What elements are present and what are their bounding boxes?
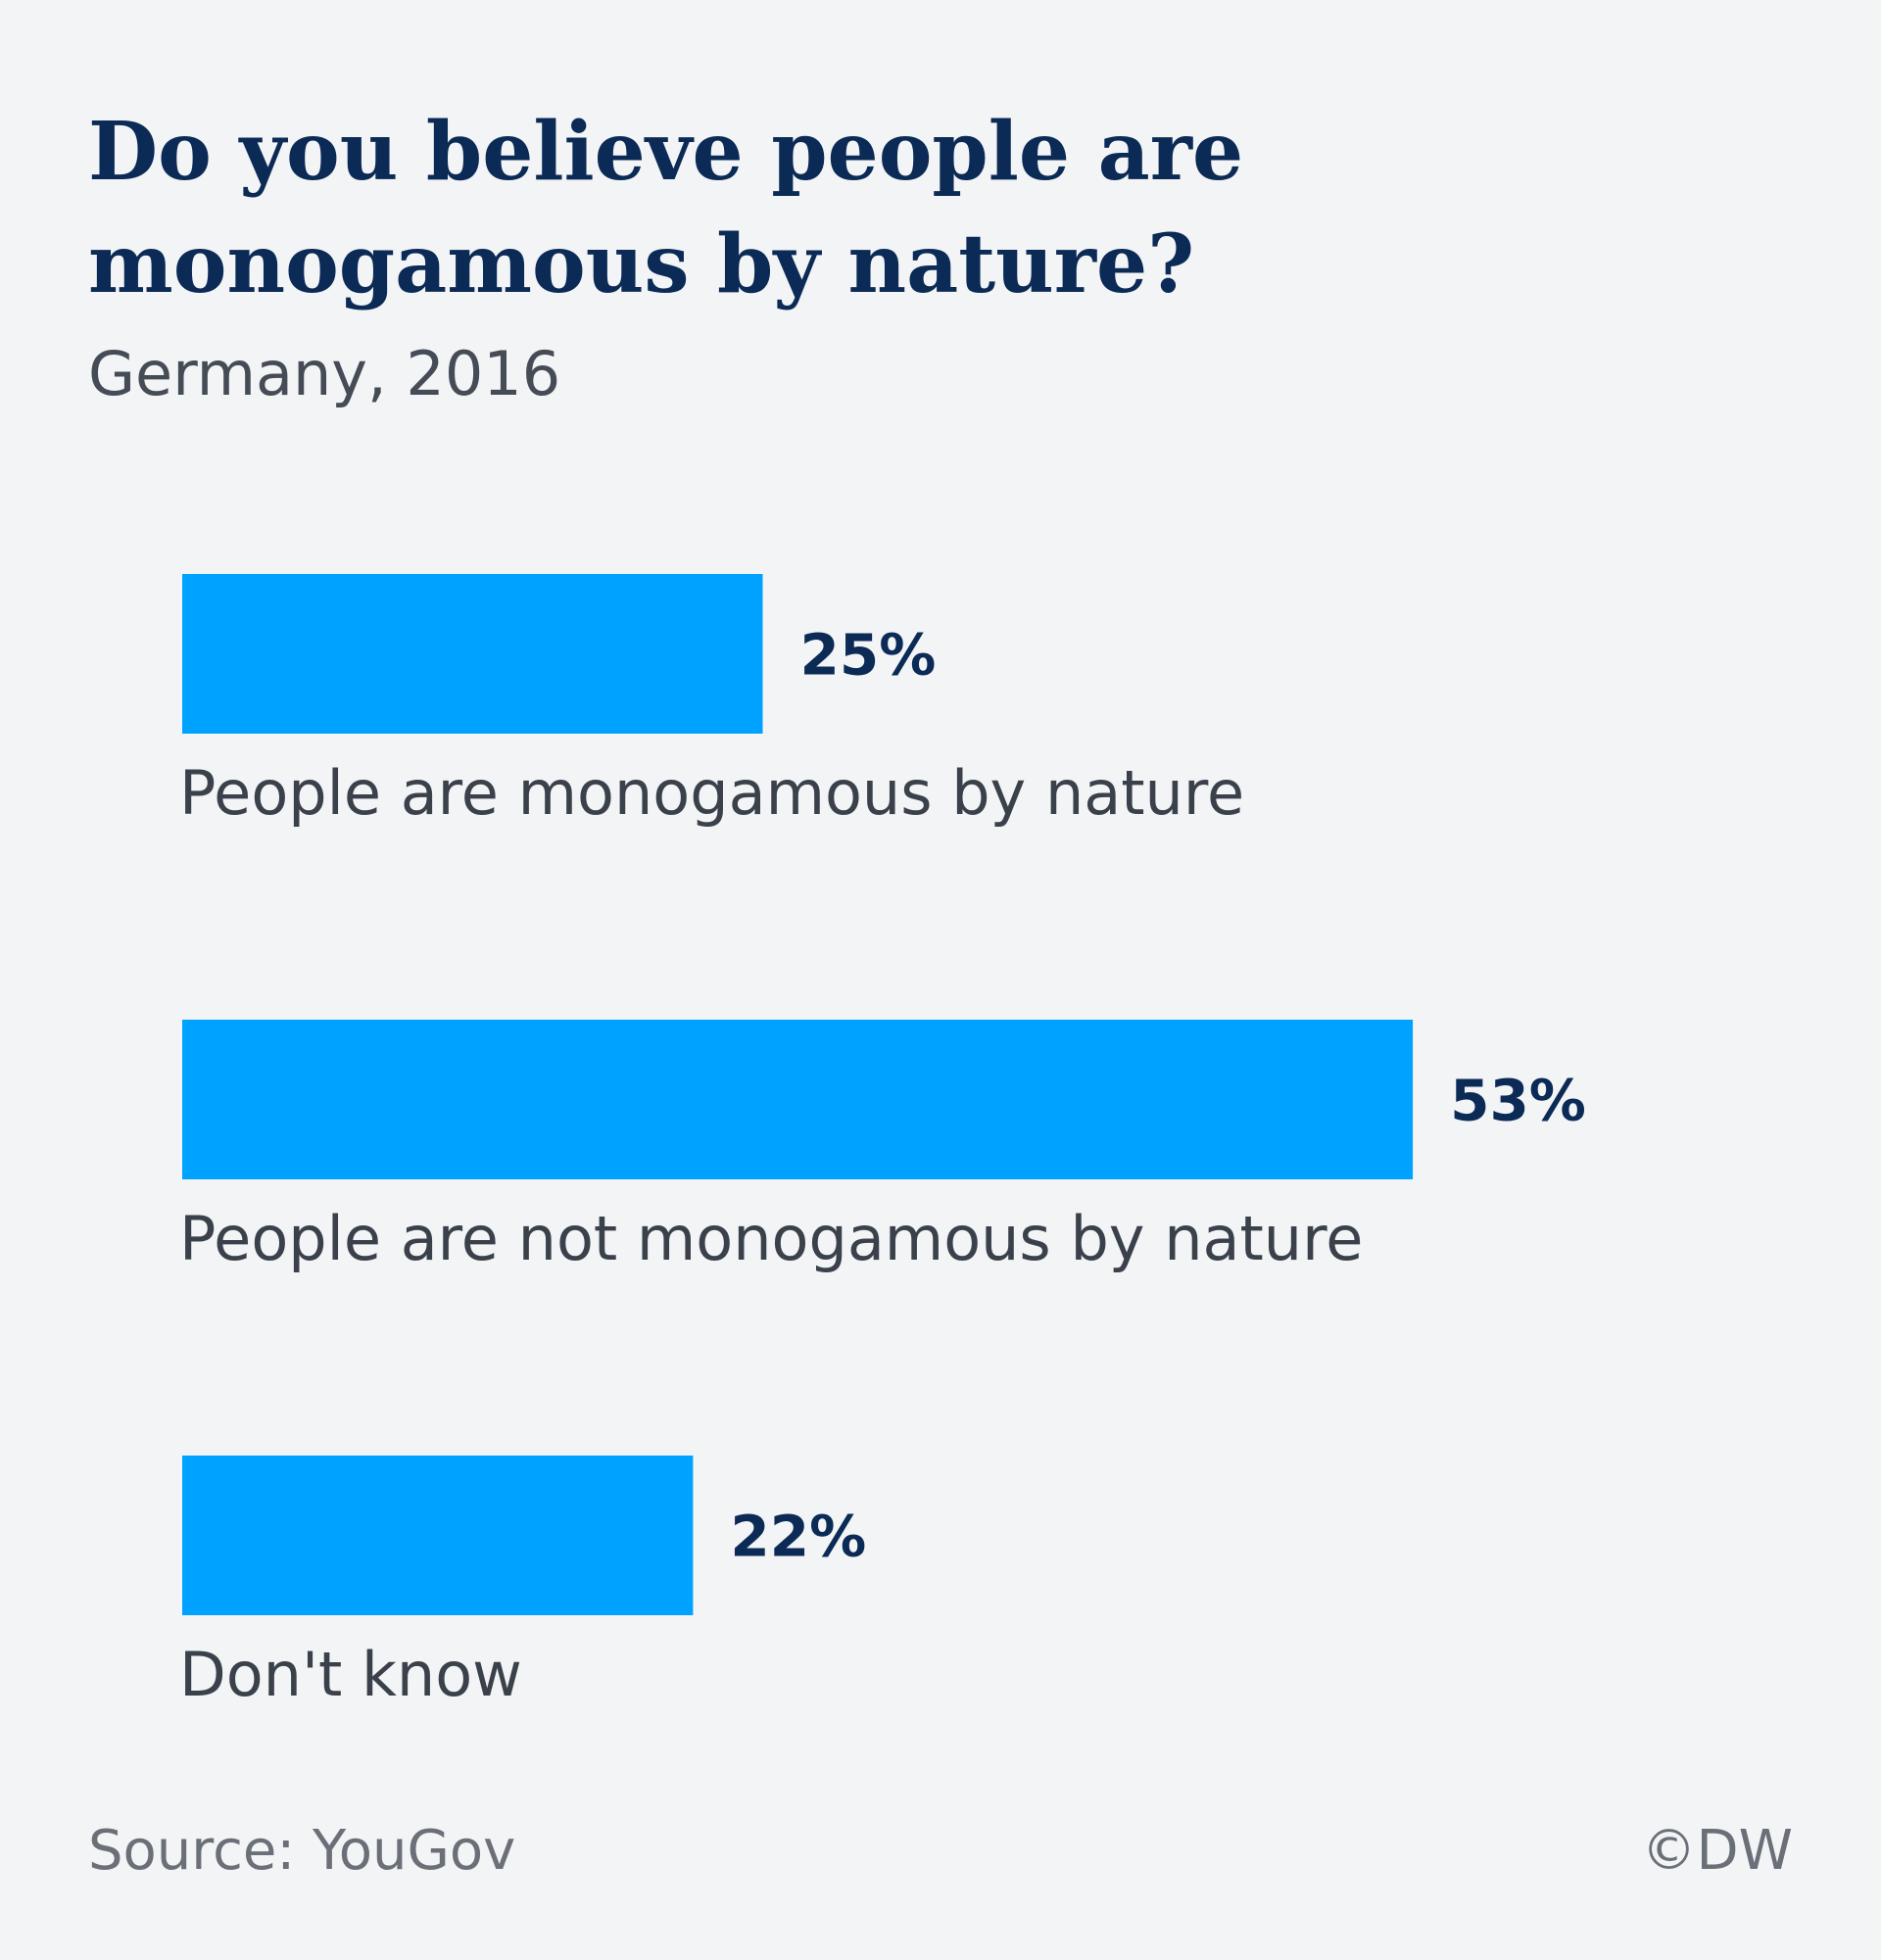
chart-subtitle: Germany, 2016 [88, 338, 561, 409]
copyright-note: ©DW [1641, 1819, 1794, 1883]
chart-title: Do you believe people are monogamous by … [88, 105, 1244, 311]
source-note: Source: YouGov [88, 1819, 516, 1883]
value-label-3: 22% [730, 1504, 866, 1570]
bar-1 [182, 574, 763, 734]
bar-2 [182, 1020, 1414, 1179]
bars-layer: 25% People are monogamous by nature 53% Peo… [179, 574, 1586, 1710]
value-label-1: 25% [800, 622, 937, 689]
category-label-1: People are monogamous by nature [179, 757, 1244, 829]
bar-3 [182, 1456, 694, 1615]
category-label-2: People are not monogamous by nature [179, 1203, 1363, 1274]
category-label-3: Don't know [179, 1639, 522, 1710]
bar-chart: 25% People are monogamous by nature 53% Peo… [179, 574, 1586, 1710]
value-label-2: 53% [1450, 1068, 1586, 1134]
